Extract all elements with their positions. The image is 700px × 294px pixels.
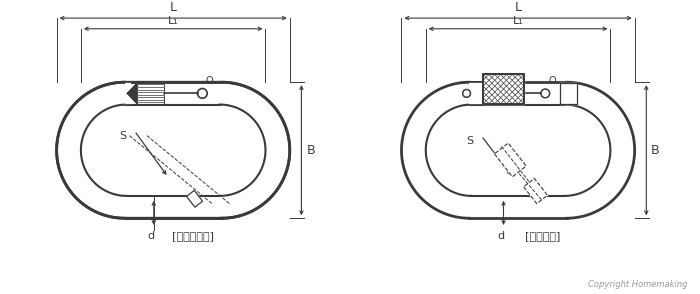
Text: L: L <box>514 1 522 14</box>
Text: L₁: L₁ <box>168 16 178 26</box>
Polygon shape <box>186 191 202 207</box>
Text: B: B <box>307 144 315 157</box>
Text: O: O <box>548 76 556 86</box>
Text: S: S <box>466 136 473 146</box>
Bar <box>470 82 510 105</box>
Text: [ナット付]: [ナット付] <box>525 231 560 241</box>
Text: L₁: L₁ <box>512 16 524 26</box>
Text: d: d <box>497 231 504 241</box>
Polygon shape <box>137 83 164 103</box>
Text: S: S <box>119 131 126 141</box>
Text: [ナットなし]: [ナットなし] <box>172 231 214 241</box>
Polygon shape <box>483 74 524 103</box>
Text: O: O <box>205 76 213 86</box>
Polygon shape <box>127 83 137 103</box>
Text: d: d <box>147 231 155 241</box>
Polygon shape <box>524 178 547 204</box>
Text: B: B <box>651 144 660 157</box>
Text: Copyright Homemaking: Copyright Homemaking <box>587 280 687 289</box>
Text: L: L <box>169 1 176 14</box>
Polygon shape <box>560 83 577 103</box>
Polygon shape <box>494 143 526 177</box>
Bar <box>125 82 132 105</box>
